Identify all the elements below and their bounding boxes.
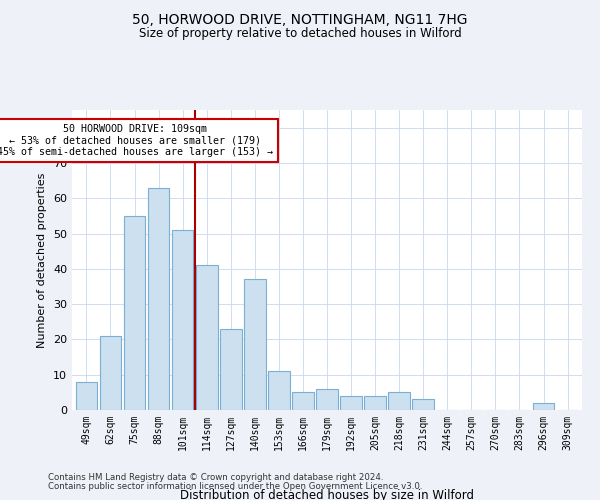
Bar [292, 392, 314, 410]
Bar [533, 403, 554, 410]
Bar [148, 188, 169, 410]
Bar [364, 396, 386, 410]
Bar [100, 336, 121, 410]
Bar [124, 216, 145, 410]
Bar [76, 382, 97, 410]
Text: 50 HORWOOD DRIVE: 109sqm
← 53% of detached houses are smaller (179)
45% of semi-: 50 HORWOOD DRIVE: 109sqm ← 53% of detach… [0, 124, 272, 158]
Y-axis label: Number of detached properties: Number of detached properties [37, 172, 47, 348]
Bar [172, 230, 193, 410]
Bar [388, 392, 410, 410]
Bar [316, 389, 338, 410]
Bar [268, 371, 290, 410]
Text: Size of property relative to detached houses in Wilford: Size of property relative to detached ho… [139, 28, 461, 40]
Bar [196, 266, 218, 410]
Bar [340, 396, 362, 410]
Text: 50, HORWOOD DRIVE, NOTTINGHAM, NG11 7HG: 50, HORWOOD DRIVE, NOTTINGHAM, NG11 7HG [132, 12, 468, 26]
Text: Contains public sector information licensed under the Open Government Licence v3: Contains public sector information licen… [48, 482, 422, 491]
Text: Contains HM Land Registry data © Crown copyright and database right 2024.: Contains HM Land Registry data © Crown c… [48, 474, 383, 482]
Bar [412, 400, 434, 410]
X-axis label: Distribution of detached houses by size in Wilford: Distribution of detached houses by size … [180, 489, 474, 500]
Bar [220, 329, 242, 410]
Bar [244, 280, 266, 410]
